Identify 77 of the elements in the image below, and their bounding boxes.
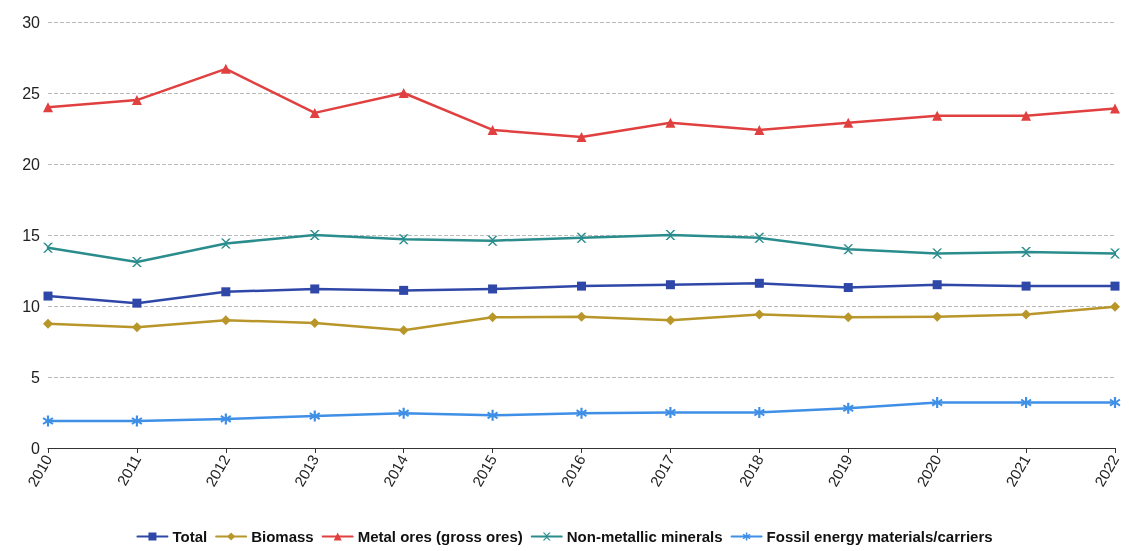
point xyxy=(1110,301,1120,312)
point xyxy=(487,235,498,246)
point xyxy=(43,291,53,301)
point xyxy=(754,124,765,135)
point xyxy=(487,409,499,421)
point xyxy=(488,284,498,294)
point xyxy=(932,311,943,322)
point xyxy=(576,232,587,243)
point xyxy=(399,285,409,295)
point xyxy=(1110,281,1120,291)
point xyxy=(309,318,320,329)
point xyxy=(1110,248,1120,259)
point xyxy=(665,230,676,240)
y-tick-label: 30 xyxy=(22,13,41,31)
point xyxy=(843,283,853,293)
legend-label: Fossil energy materials/carriers xyxy=(766,528,993,545)
point xyxy=(220,413,232,425)
point xyxy=(754,232,765,243)
point xyxy=(843,244,854,255)
point xyxy=(131,256,142,267)
point xyxy=(754,278,764,288)
point xyxy=(220,315,231,326)
point xyxy=(309,230,320,240)
legend-label: Metal ores (gross ores) xyxy=(357,528,523,545)
point xyxy=(1021,281,1031,291)
point xyxy=(1021,309,1032,320)
point xyxy=(42,415,54,427)
y-tick-label: 10 xyxy=(22,297,41,315)
point xyxy=(932,248,943,259)
point xyxy=(843,117,854,128)
point xyxy=(932,110,943,121)
point xyxy=(665,315,676,326)
y-tick-label: 5 xyxy=(31,368,41,386)
point xyxy=(398,88,409,98)
point xyxy=(131,322,142,333)
point xyxy=(43,318,53,329)
point xyxy=(220,238,231,249)
point xyxy=(310,284,320,294)
legend-label: Non-metallic minerals xyxy=(566,528,723,545)
point xyxy=(398,325,409,336)
point xyxy=(664,407,676,418)
point xyxy=(665,117,676,128)
point xyxy=(309,410,321,422)
point xyxy=(132,298,142,308)
point xyxy=(487,124,498,135)
point xyxy=(221,287,231,297)
y-tick-label: 20 xyxy=(22,155,41,173)
point xyxy=(576,311,587,322)
point xyxy=(43,242,53,253)
point xyxy=(576,407,587,419)
point xyxy=(1109,397,1121,409)
legend-label: Total xyxy=(172,528,208,545)
point xyxy=(131,415,143,427)
point xyxy=(576,132,587,143)
point xyxy=(1020,397,1032,409)
point xyxy=(398,234,409,245)
legend-label: Biomass xyxy=(251,528,314,545)
point xyxy=(131,95,142,106)
point xyxy=(487,312,498,323)
point xyxy=(753,407,765,418)
point xyxy=(577,281,586,291)
point xyxy=(1021,110,1032,121)
point xyxy=(842,402,854,414)
point xyxy=(43,102,53,113)
y-tick-label: 25 xyxy=(22,84,41,102)
point xyxy=(309,107,320,118)
y-tick-label: 0 xyxy=(31,439,41,457)
point xyxy=(1110,103,1120,114)
point xyxy=(220,63,231,74)
point xyxy=(932,280,942,290)
point xyxy=(754,309,765,320)
point xyxy=(843,312,854,323)
point xyxy=(398,407,410,419)
y-tick-label: 15 xyxy=(22,226,41,244)
point xyxy=(665,280,675,290)
point xyxy=(1021,247,1032,258)
point xyxy=(931,397,943,409)
